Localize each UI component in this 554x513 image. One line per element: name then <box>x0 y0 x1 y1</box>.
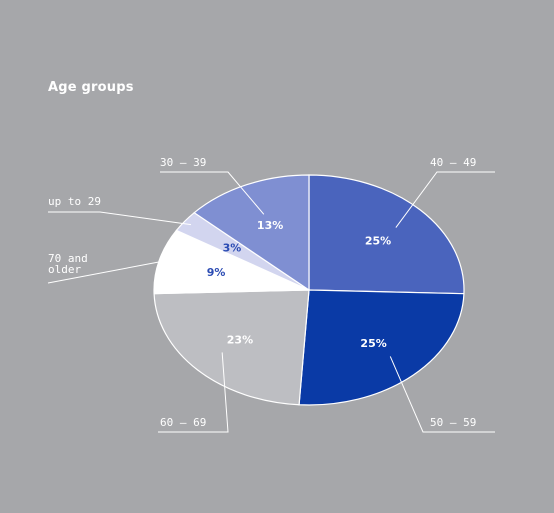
pie-slice <box>153 289 310 406</box>
pie-labels: 25% 40 – 49 25% 50 – 59 23% 60 – 69 9% 70 andol… <box>47 156 495 433</box>
slice-value-label: 25% <box>365 234 391 247</box>
slice-value-label: 25% <box>360 337 386 350</box>
leader-line <box>48 211 192 226</box>
pie-slices <box>153 174 465 406</box>
category-label: 70 and <box>48 252 88 265</box>
slice-value-label: 9% <box>207 266 226 279</box>
pie-slice <box>193 174 310 292</box>
slice-value-label: 23% <box>227 334 253 347</box>
slice-value-label: 13% <box>257 219 283 232</box>
pie-slice <box>308 174 465 295</box>
pie-slice <box>153 229 310 295</box>
category-label: 50 – 59 <box>430 416 476 429</box>
category-label: older <box>48 263 81 276</box>
leader-line <box>160 171 265 215</box>
leader-line <box>395 171 495 228</box>
pie-slice <box>298 289 465 406</box>
category-label: 40 – 49 <box>430 156 476 169</box>
category-label: up to 29 <box>48 195 101 208</box>
chart-title: Age groups <box>48 80 134 95</box>
leader-line <box>47 260 163 284</box>
leader-line <box>158 352 229 433</box>
category-label: 30 – 39 <box>160 156 206 169</box>
leader-line <box>389 356 495 433</box>
slice-value-label: 3% <box>223 241 242 254</box>
category-label: 60 – 69 <box>160 416 206 429</box>
